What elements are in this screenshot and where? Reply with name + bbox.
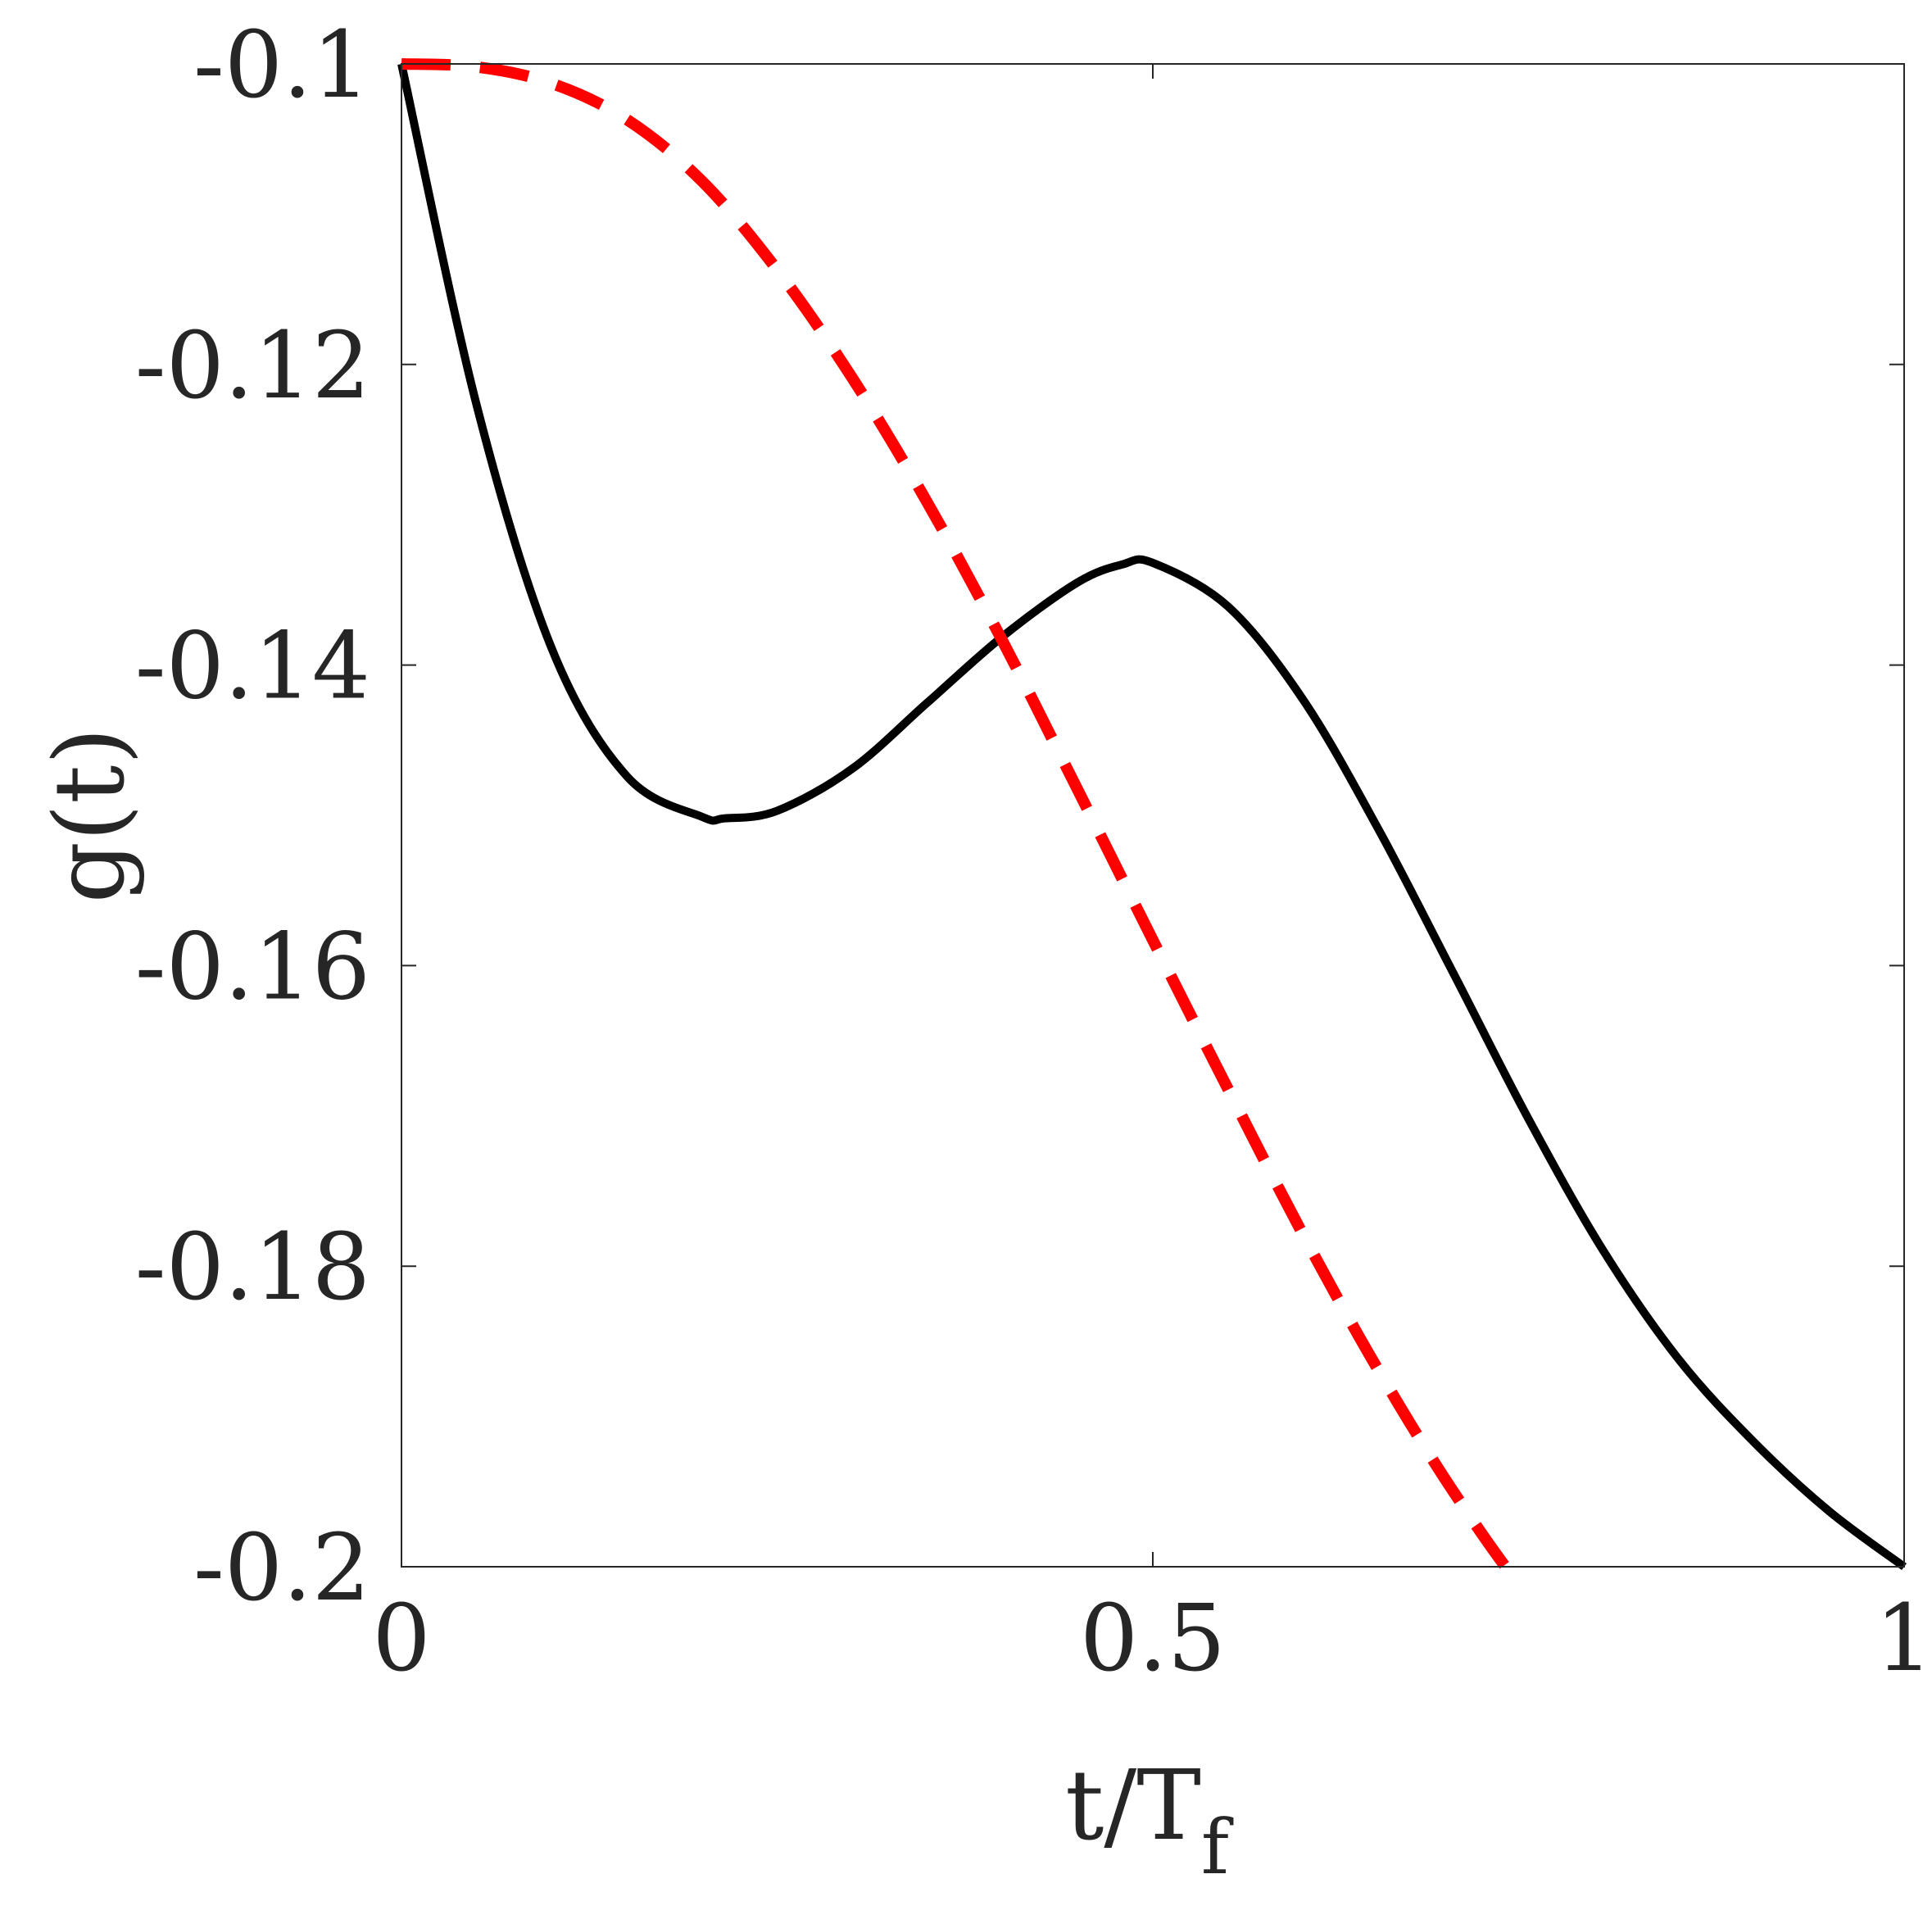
plot-area xyxy=(401,64,1904,1567)
x-tick-label: 0.5 xyxy=(1080,1586,1226,1692)
y-tick-label: -0.2 xyxy=(193,1515,370,1622)
y-tick-label: -0.18 xyxy=(135,1214,370,1321)
y-tick-label: -0.14 xyxy=(135,614,370,720)
series-layer xyxy=(397,58,1909,1575)
x-axis-title: t/Tf xyxy=(1065,1749,1234,1891)
y-tick-label: -0.16 xyxy=(135,914,370,1020)
y-axis-title: g(t) xyxy=(33,727,146,903)
x-axis-title-subscript: f xyxy=(1201,1804,1234,1891)
series-line-dashed xyxy=(401,58,1909,1575)
tick-layer xyxy=(401,63,1905,1568)
series-line-solid xyxy=(397,62,1907,1571)
y-tick-label: -0.1 xyxy=(193,12,370,119)
x-axis-title-main: t/T xyxy=(1065,1749,1201,1862)
y-tick-label: -0.12 xyxy=(135,313,370,420)
tick-label-layer: 0 0.5 1 -0.1 -0.12 -0.14 -0.16 -0.18 -0.2 xyxy=(135,12,1932,1692)
x-tick-label: 0 xyxy=(372,1586,430,1692)
x-tick-label: 1 xyxy=(1875,1586,1932,1692)
